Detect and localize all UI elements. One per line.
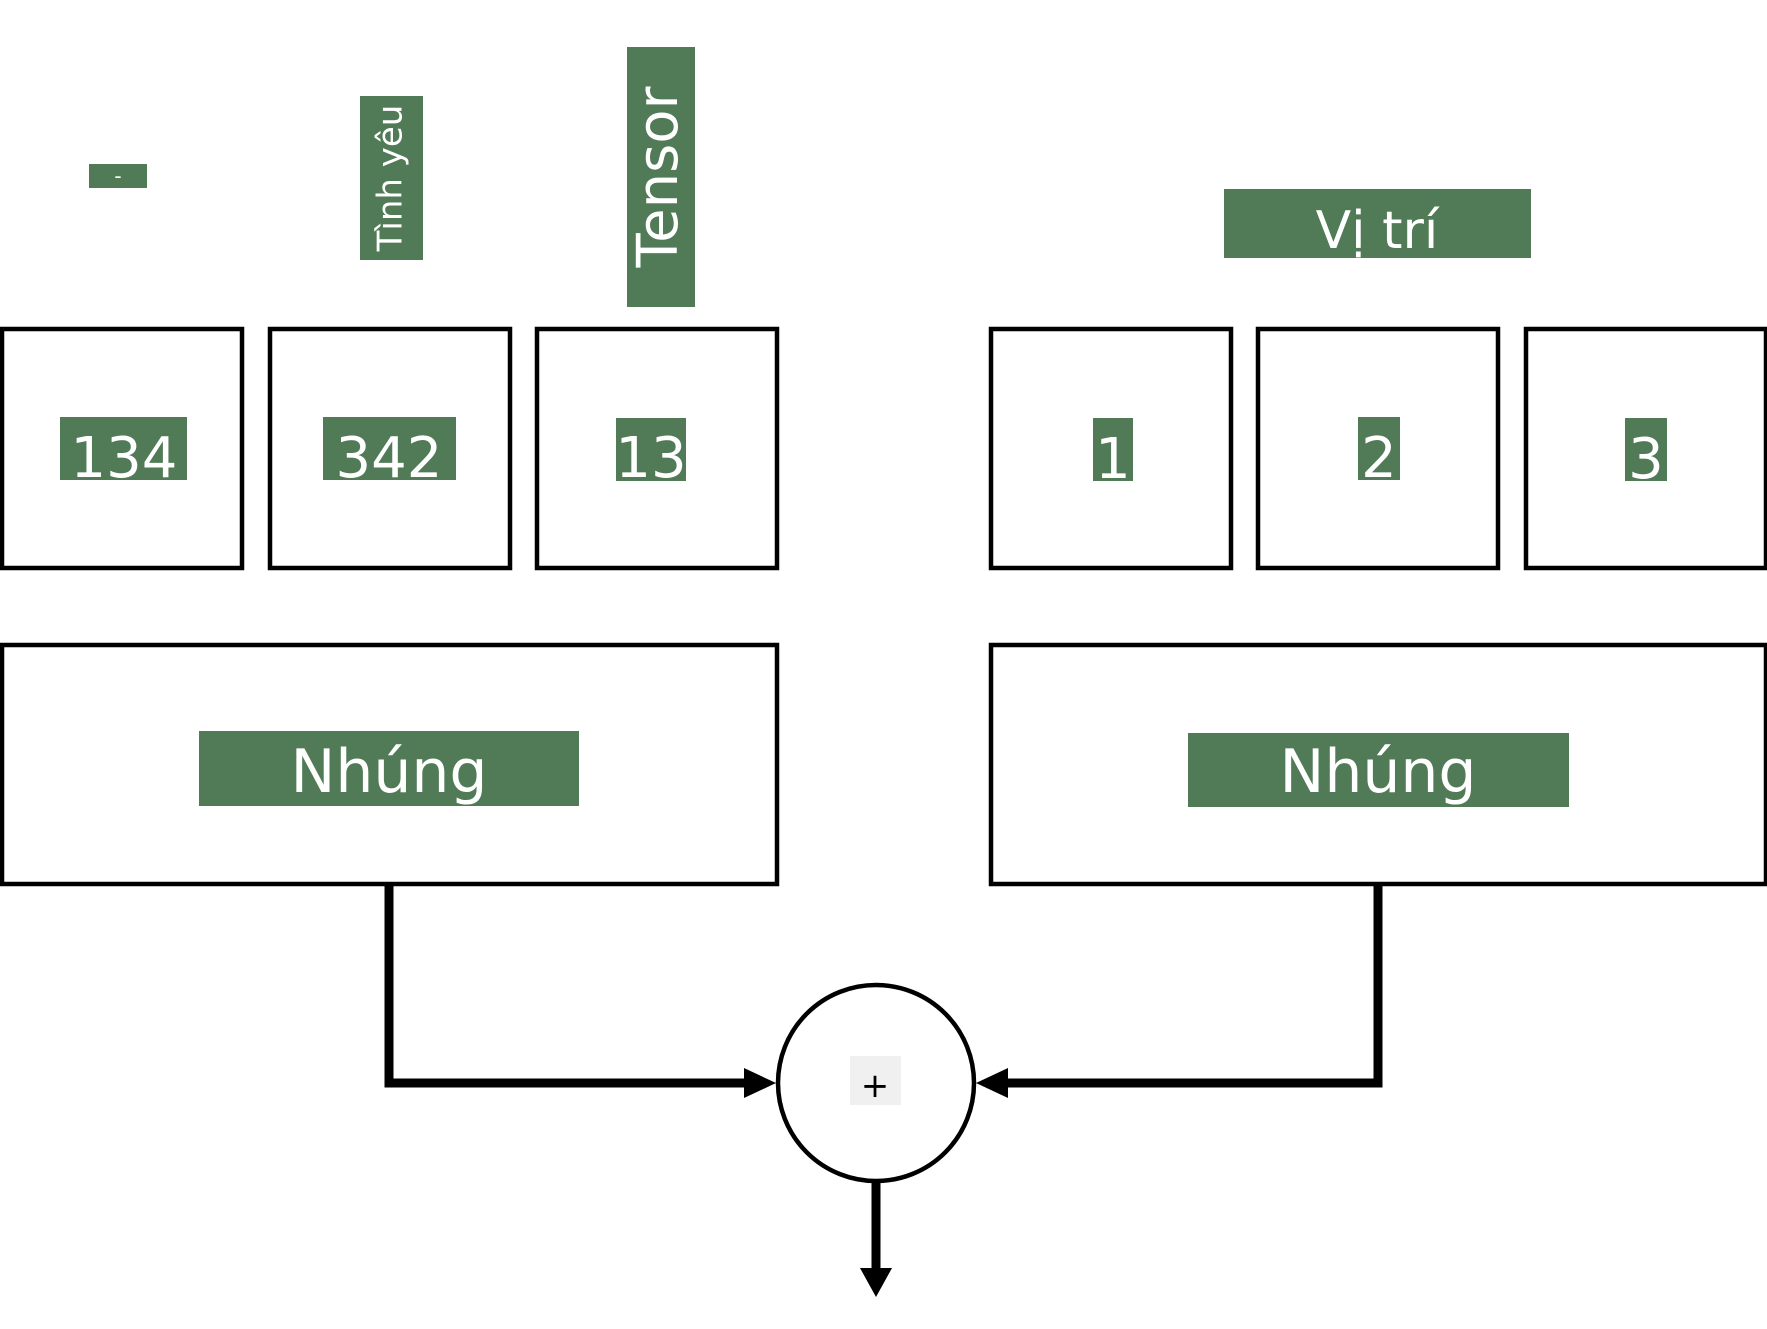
token-word-1-text: -	[114, 164, 121, 188]
token-id-1-text: 134	[71, 426, 178, 491]
token-id-3-text: 13	[615, 426, 686, 491]
sum-operator: +	[861, 1066, 890, 1106]
token-embedding-connector	[384, 884, 748, 1088]
token-id-box-3: 13	[534, 326, 780, 571]
position-id-3-text: 3	[1628, 427, 1664, 492]
token-embedding-label: Nhúng	[290, 737, 487, 807]
position-embedding-box: Nhúng	[988, 642, 1767, 887]
token-embedding-box: Nhúng	[0, 642, 780, 887]
position-id-box-1: 1	[988, 326, 1234, 571]
token-id-box-2: 342	[267, 326, 513, 571]
position-embedding-connector	[1004, 884, 1383, 1088]
position-id-2-text: 2	[1361, 426, 1397, 491]
token-word-3: Tensor	[626, 47, 695, 307]
token-word-2-text: Tình yêu	[371, 105, 411, 253]
token-word-2: Tình yêu	[360, 96, 423, 260]
output-arrowhead	[860, 1268, 892, 1297]
token-id-box-1: 134	[0, 326, 245, 571]
position-id-box-2: 2	[1255, 326, 1501, 571]
token-id-2-text: 342	[336, 426, 443, 491]
token-word-3-text: Tensor	[626, 85, 691, 268]
position-embedding-label: Nhúng	[1279, 737, 1476, 807]
position-id-box-3: 3	[1523, 326, 1767, 571]
token-word-1: -	[89, 164, 147, 188]
token-embedding-arrowhead	[744, 1068, 776, 1098]
sum-node: +	[775, 982, 977, 1184]
position-id-1-text: 1	[1095, 427, 1131, 492]
position-embedding-arrowhead	[976, 1068, 1008, 1098]
position-header-text: Vị trí	[1316, 201, 1440, 261]
position-header: Vị trí	[1224, 189, 1531, 261]
